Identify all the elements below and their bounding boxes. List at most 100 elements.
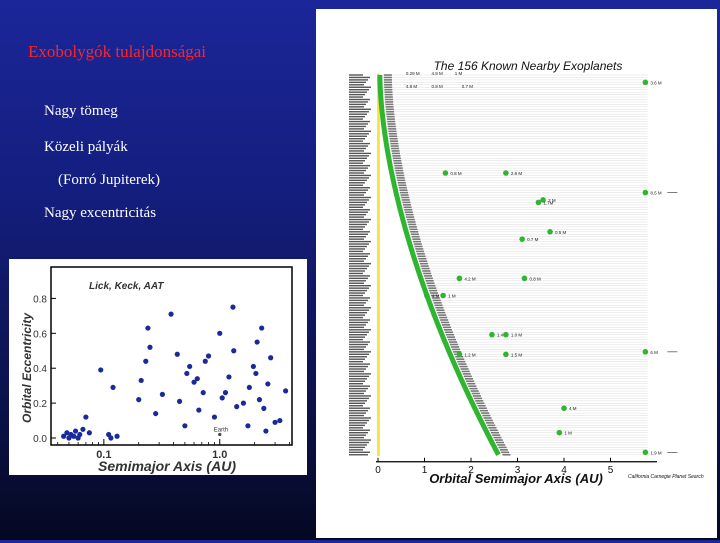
host-star xyxy=(376,443,380,447)
star-name xyxy=(349,422,367,424)
mass-tag xyxy=(451,346,460,348)
mass-tag xyxy=(401,199,410,201)
star-name xyxy=(349,120,370,123)
data-point xyxy=(114,433,120,439)
mass-tag xyxy=(409,228,418,231)
mass-tag xyxy=(475,400,484,402)
mass-tag xyxy=(442,324,451,326)
host-star xyxy=(376,441,380,444)
host-star xyxy=(376,267,380,271)
host-star xyxy=(376,171,380,175)
star-name xyxy=(349,387,368,390)
host-star xyxy=(376,173,380,177)
host-star xyxy=(376,274,380,278)
data-point xyxy=(138,377,144,384)
x-tick-label: 3 xyxy=(515,465,521,476)
y-axis-label: Orbital Eccentricity xyxy=(20,312,34,423)
star-name xyxy=(349,142,370,145)
mass-tag xyxy=(439,316,448,319)
host-star xyxy=(376,323,380,327)
mass-tag xyxy=(488,427,497,429)
mass-tag xyxy=(497,444,506,446)
host-star xyxy=(376,355,380,359)
mass-tag xyxy=(465,378,474,380)
host-star xyxy=(376,247,380,251)
host-star xyxy=(376,271,380,275)
star-name xyxy=(349,182,365,184)
data-point xyxy=(246,384,252,391)
host-star xyxy=(376,147,380,150)
star-name xyxy=(349,231,370,233)
orbit-rows xyxy=(382,74,648,456)
host-star xyxy=(376,242,380,246)
star-name xyxy=(349,419,369,422)
mass-tag xyxy=(424,277,433,280)
host-star xyxy=(376,279,380,283)
mass-tag xyxy=(387,123,396,125)
star-name xyxy=(349,130,371,133)
mass-tag xyxy=(458,363,467,365)
star-name xyxy=(349,206,363,208)
star-name xyxy=(349,346,366,348)
star-name xyxy=(349,157,367,159)
mass-tag xyxy=(468,385,477,387)
host-star xyxy=(376,333,380,337)
host-star xyxy=(376,186,380,190)
host-star xyxy=(376,426,380,430)
star-name xyxy=(349,309,369,311)
mass-tag xyxy=(441,321,450,324)
host-star xyxy=(376,379,380,383)
data-point xyxy=(265,381,271,387)
mass-tag xyxy=(392,157,401,160)
mass-tag xyxy=(398,184,407,187)
mass-tag xyxy=(436,309,445,311)
star-name xyxy=(349,414,364,417)
mass-tag xyxy=(446,333,455,336)
data-point xyxy=(231,348,237,354)
host-star xyxy=(376,144,380,148)
host-star xyxy=(376,225,380,229)
host-star xyxy=(376,318,380,322)
planet-mass-label: 4 M xyxy=(569,406,577,411)
star-name xyxy=(349,287,369,289)
star-name xyxy=(349,336,365,338)
star-name xyxy=(349,123,368,125)
star-name xyxy=(349,365,368,368)
star-name xyxy=(349,155,369,157)
star-name xyxy=(349,258,366,260)
star-name xyxy=(349,446,365,449)
data-point xyxy=(234,404,240,410)
host-star xyxy=(376,399,380,403)
star-name xyxy=(349,145,368,147)
data-point xyxy=(176,398,183,404)
mass-tag xyxy=(406,218,415,221)
mass-tag xyxy=(492,434,501,436)
y-tick-label: 0.4 xyxy=(33,364,47,375)
data-point xyxy=(72,428,79,434)
mass-tag xyxy=(422,270,431,272)
top-mass-labels: 0.29 M 4.9 M 1 M 4.8 M 0.8 M 0.7 M xyxy=(406,71,473,89)
host-star xyxy=(376,345,380,349)
star-name xyxy=(349,74,363,76)
host-star xyxy=(376,249,380,253)
earth-point xyxy=(218,432,222,437)
mass-tag xyxy=(396,174,405,177)
star-name xyxy=(349,228,363,231)
star-name xyxy=(349,299,368,302)
star-name xyxy=(349,277,368,280)
mass-tag xyxy=(428,287,437,289)
star-name xyxy=(349,282,364,284)
host-star xyxy=(376,176,380,180)
host-star xyxy=(376,284,380,288)
star-name xyxy=(349,378,367,380)
mass-tag xyxy=(384,86,393,89)
mass-tag xyxy=(407,221,416,223)
star-name xyxy=(349,174,371,177)
mass-tag xyxy=(384,88,393,91)
mass-tag xyxy=(423,272,432,275)
data-point xyxy=(159,391,165,397)
mass-tag xyxy=(389,135,398,138)
host-star xyxy=(376,213,380,217)
star-name xyxy=(349,125,366,128)
star-name xyxy=(349,397,369,400)
